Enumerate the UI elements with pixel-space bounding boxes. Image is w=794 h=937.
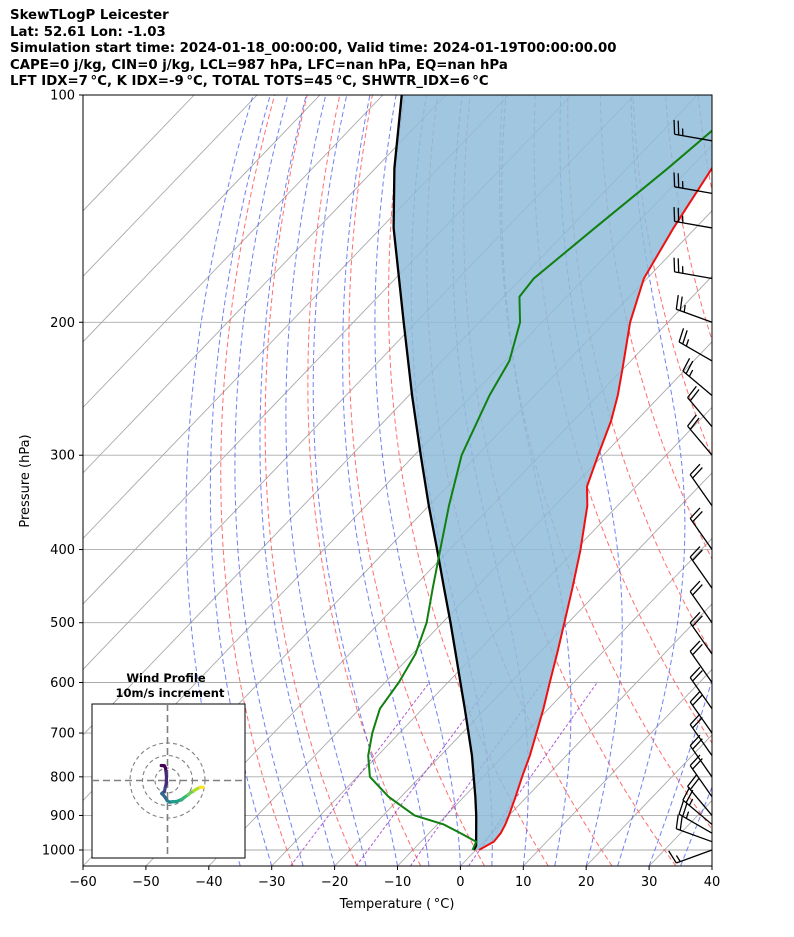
dry-adiabat bbox=[763, 95, 794, 866]
wind-barb bbox=[689, 507, 713, 550]
wind-barb bbox=[678, 800, 713, 834]
wind-barb bbox=[673, 257, 713, 280]
x-tick-label: 40 bbox=[704, 875, 721, 890]
parcel-area-fill bbox=[393, 95, 712, 850]
dry-adiabat bbox=[264, 95, 358, 866]
stability-indices: LFT IDX=7 °C, K IDX=-9 °C, TOTAL TOTS=45… bbox=[10, 74, 489, 89]
wind-barb bbox=[689, 611, 713, 655]
moist-adiabat bbox=[209, 95, 273, 866]
moist-adiabat bbox=[312, 95, 398, 866]
moist-adiabat bbox=[234, 95, 304, 866]
y-tick-label: 600 bbox=[50, 676, 75, 691]
dewpoint-profile-line bbox=[367, 129, 712, 851]
wind-barb bbox=[689, 546, 713, 589]
isotherm bbox=[711, 865, 712, 866]
y-tick-label: 1000 bbox=[42, 844, 75, 859]
dry-adiabat bbox=[632, 95, 712, 458]
y-tick-label: 800 bbox=[50, 770, 75, 785]
title-station: SkewTLogP Leicester bbox=[10, 8, 169, 23]
isotherm bbox=[271, 406, 712, 866]
y-tick-label: 300 bbox=[50, 449, 75, 464]
wind-barb bbox=[689, 713, 713, 757]
mixing-ratio-line bbox=[290, 682, 430, 866]
temperature-profile-line bbox=[478, 166, 712, 851]
hodograph-subtitle: 10m/s increment bbox=[116, 686, 225, 700]
moist-adiabat bbox=[259, 95, 336, 866]
wind-barb bbox=[687, 414, 713, 456]
mixing-ratio-line bbox=[409, 682, 543, 866]
moist-adiabat bbox=[185, 95, 254, 866]
wind-barb bbox=[675, 814, 713, 843]
wind-barb bbox=[673, 207, 713, 229]
isotherm bbox=[83, 95, 447, 474]
x-tick-label: −60 bbox=[69, 875, 96, 890]
isotherm bbox=[83, 95, 321, 343]
hodograph-inset: Wind Profile 10m/s increment bbox=[91, 671, 246, 859]
wind-barb bbox=[687, 385, 713, 428]
x-tick-label: −20 bbox=[321, 875, 348, 890]
moist-adiabat bbox=[680, 785, 712, 866]
simulation-times: Simulation start time: 2024-01-18_00:00:… bbox=[10, 41, 617, 56]
wind-barb bbox=[668, 849, 713, 864]
x-tick-label: 20 bbox=[578, 875, 595, 890]
dry-adiabat bbox=[388, 95, 549, 866]
y-tick-label: 100 bbox=[50, 89, 75, 104]
moist-adiabat bbox=[648, 678, 712, 866]
y-tick-label: 700 bbox=[50, 727, 75, 742]
wind-barb bbox=[689, 640, 713, 683]
dry-adiabat bbox=[348, 95, 485, 866]
x-tick-label: 10 bbox=[515, 875, 532, 890]
dry-adiabat bbox=[220, 95, 294, 866]
wind-barb bbox=[689, 580, 713, 624]
x-tick-label: −30 bbox=[258, 875, 285, 890]
wind-barb bbox=[673, 119, 713, 142]
hodograph-title: Wind Profile bbox=[126, 671, 206, 685]
x-tick-label: −50 bbox=[132, 875, 159, 890]
moist-adiabat bbox=[711, 864, 712, 866]
x-axis-label: Temperature ( °C) bbox=[339, 897, 455, 912]
wind-barb bbox=[673, 172, 713, 195]
isotherm bbox=[83, 95, 258, 277]
wind-barb bbox=[689, 463, 713, 507]
x-tick-label: −40 bbox=[195, 875, 222, 890]
isotherm bbox=[83, 95, 384, 409]
dry-adiabat bbox=[697, 95, 712, 194]
wind-barb bbox=[687, 774, 713, 816]
isotherm bbox=[83, 95, 509, 540]
convective-parameters: CAPE=0 j/kg, CIN=0 j/kg, LCL=987 hPa, LF… bbox=[10, 57, 508, 73]
isotherm bbox=[585, 734, 712, 866]
moist-adiabat bbox=[374, 95, 461, 866]
isotherm bbox=[522, 668, 712, 866]
wind-barb bbox=[689, 690, 713, 734]
y-tick-label: 500 bbox=[50, 616, 75, 631]
y-axis-label: Pressure (hPa) bbox=[18, 434, 33, 527]
x-tick-label: −10 bbox=[384, 875, 411, 890]
moist-adiabat bbox=[285, 95, 367, 866]
y-tick-label: 200 bbox=[50, 316, 75, 331]
wind-barb bbox=[682, 358, 713, 396]
dry-adiabat bbox=[731, 95, 794, 866]
wind-barb bbox=[675, 295, 713, 323]
wind-barb bbox=[689, 666, 713, 710]
y-tick-label: 400 bbox=[50, 543, 75, 558]
isotherm bbox=[460, 603, 712, 866]
location-coordinates: Lat: 52.61 Lon: -1.03 bbox=[10, 24, 166, 40]
moist-adiabat bbox=[617, 95, 686, 866]
mixing-ratio-line bbox=[468, 682, 598, 866]
wind-barb bbox=[678, 328, 713, 362]
x-tick-label: 0 bbox=[456, 875, 464, 890]
chart-header: SkewTLogP Leicester Lat: 52.61 Lon: -1.0… bbox=[10, 8, 617, 91]
mixing-ratio-line bbox=[355, 682, 492, 866]
y-tick-label: 900 bbox=[50, 809, 75, 824]
parcel-profile-line bbox=[392, 95, 478, 851]
isotherm bbox=[334, 472, 712, 866]
x-tick-label: 30 bbox=[641, 875, 658, 890]
moist-adiabat bbox=[342, 95, 430, 866]
